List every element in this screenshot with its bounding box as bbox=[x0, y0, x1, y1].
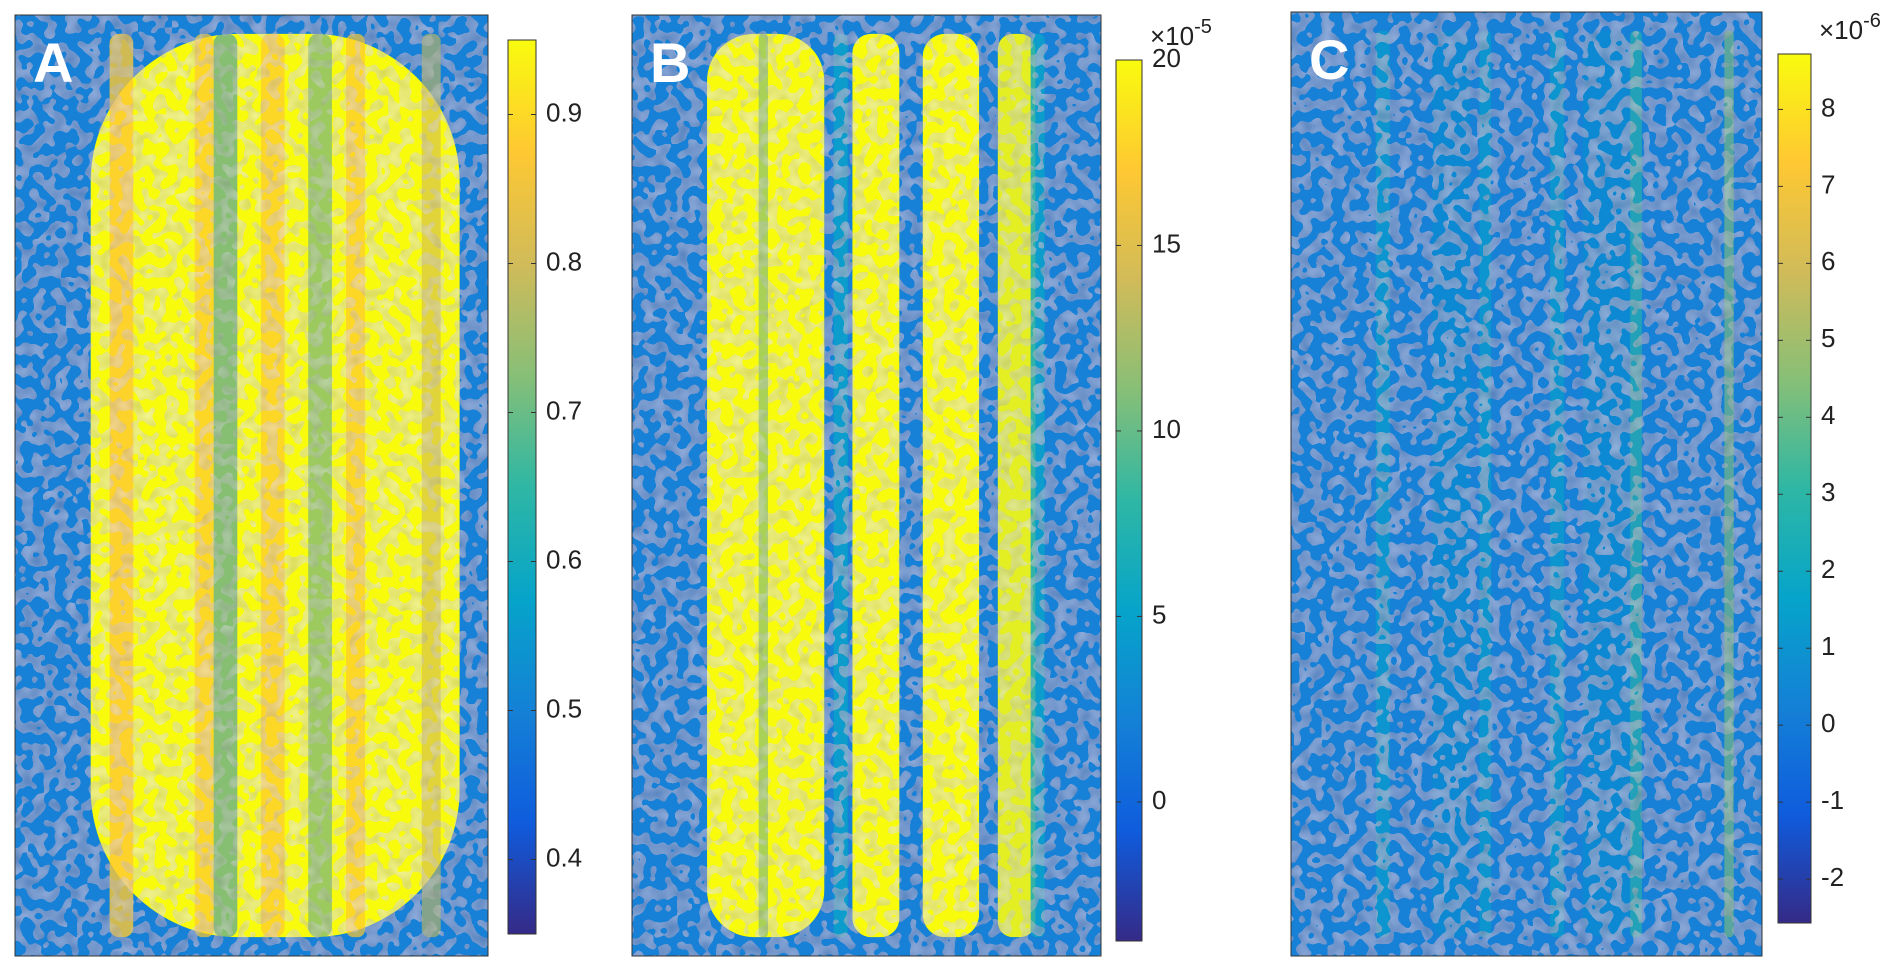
colorbar-tick-label: 6 bbox=[1821, 246, 1835, 276]
heatmap-region bbox=[1630, 30, 1642, 938]
colorbar-tick-label: 1 bbox=[1821, 631, 1835, 661]
colorbar-tick-label: 7 bbox=[1821, 169, 1835, 199]
panel-label: A bbox=[33, 31, 73, 94]
heatmap-region bbox=[1375, 30, 1390, 938]
heatmap bbox=[15, 15, 488, 956]
colorbar-tick-label: 0.7 bbox=[546, 395, 582, 425]
heatmap-frame bbox=[1290, 11, 1763, 957]
colorbar-tick-label: 0.9 bbox=[546, 97, 582, 127]
colorbar-tick-label: 0 bbox=[1152, 785, 1166, 815]
heatmap-region bbox=[213, 33, 238, 938]
heatmap-region bbox=[194, 33, 214, 938]
heatmap-region bbox=[346, 33, 366, 938]
colorbar-tick-label: -2 bbox=[1821, 862, 1844, 892]
colorbar-tick-label: 0.6 bbox=[546, 544, 582, 574]
heatmap-region bbox=[1030, 33, 1045, 938]
colorbar-tick-label: 5 bbox=[1821, 323, 1835, 353]
colorbar-tick-label: 8 bbox=[1821, 92, 1835, 122]
colorbar-tick-label: 20 bbox=[1152, 43, 1181, 73]
heatmap-region bbox=[833, 33, 848, 938]
colorbar-tick-label: 0.4 bbox=[546, 842, 582, 872]
heatmap-region bbox=[1724, 30, 1734, 938]
colorbar-tick-label: 4 bbox=[1821, 400, 1835, 430]
colorbar-tick-label: 3 bbox=[1821, 477, 1835, 507]
exponent-base: ×10 bbox=[1150, 21, 1194, 51]
colorbar-tick-label: 0.8 bbox=[546, 246, 582, 276]
heatmap-frame bbox=[14, 14, 489, 957]
colorbar-tick-label: 15 bbox=[1152, 228, 1181, 258]
colorbar-exponent: ×10-5 bbox=[1150, 16, 1212, 51]
exponent-power: -5 bbox=[1194, 16, 1212, 38]
colorbar-tick-label: 0.5 bbox=[546, 693, 582, 723]
colorbar-tick-label: 2 bbox=[1821, 554, 1835, 584]
heatmap-region bbox=[1583, 30, 1631, 938]
colorbar bbox=[1115, 59, 1143, 942]
colorbar bbox=[507, 39, 537, 935]
heatmap bbox=[1291, 12, 1762, 956]
heatmap-region bbox=[308, 33, 332, 938]
heatmap-frame bbox=[631, 14, 1102, 957]
heatmap-region bbox=[1479, 30, 1492, 938]
colorbar-exponent: ×10-6 bbox=[1819, 10, 1881, 45]
heatmap-region bbox=[260, 33, 285, 938]
colorbar-tick-label: 10 bbox=[1152, 414, 1181, 444]
colorbar-tick-label: 0 bbox=[1821, 708, 1835, 738]
heatmap bbox=[632, 15, 1101, 956]
colorbar bbox=[1777, 53, 1812, 924]
heatmap-region bbox=[421, 33, 441, 938]
heatmap-region bbox=[1432, 30, 1470, 938]
heatmap-region bbox=[1550, 30, 1565, 938]
exponent-base: ×10 bbox=[1819, 15, 1863, 45]
panel-label: B bbox=[650, 31, 690, 94]
panel-label: C bbox=[1309, 28, 1349, 91]
heatmap-background bbox=[1291, 12, 1762, 956]
heatmap-region bbox=[852, 33, 900, 938]
heatmap-region bbox=[922, 33, 980, 938]
exponent-power: -6 bbox=[1863, 10, 1881, 32]
heatmap-region bbox=[758, 33, 769, 938]
colorbar-tick-label: -1 bbox=[1821, 785, 1844, 815]
heatmap-region bbox=[997, 33, 1036, 938]
heatmap-region bbox=[109, 33, 134, 938]
heatmap-region bbox=[904, 33, 919, 938]
colorbar-tick-label: 5 bbox=[1152, 599, 1166, 629]
